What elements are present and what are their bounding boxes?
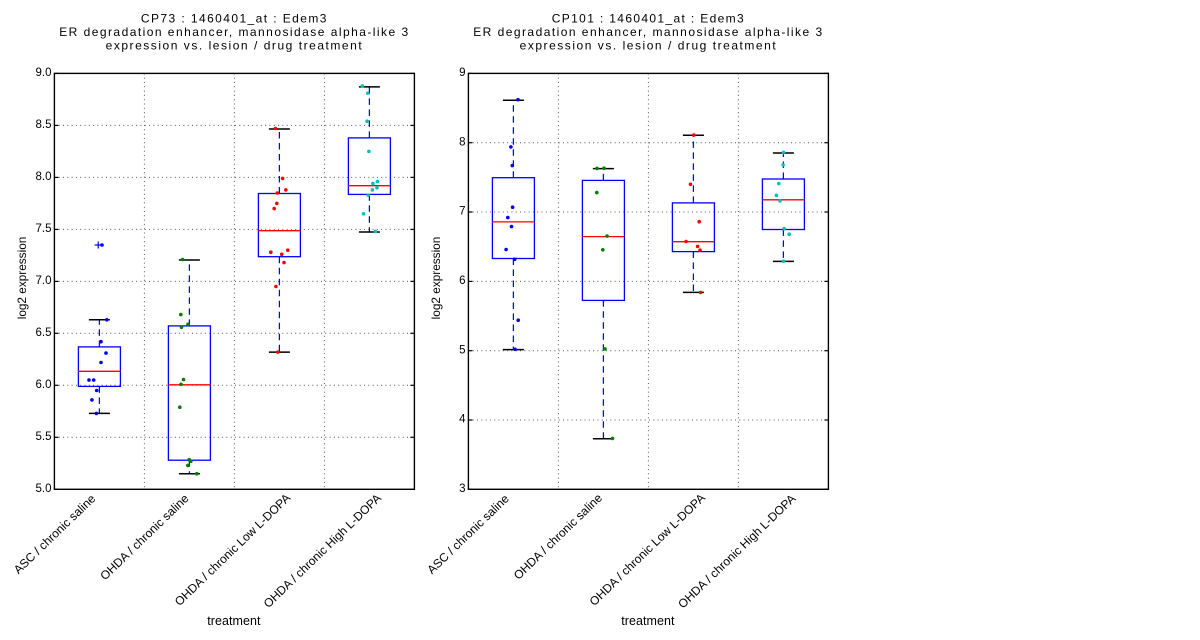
svg-text:8: 8 [459,136,465,148]
svg-text:ER degradation enhancer, manno: ER degradation enhancer, mannosidase alp… [59,25,409,39]
svg-text:7.5: 7.5 [36,223,52,235]
svg-text:9.0: 9.0 [36,67,52,79]
svg-text:4: 4 [459,414,466,426]
svg-text:treatment: treatment [207,614,261,628]
svg-text:log2 expression: log2 expression [15,237,29,320]
svg-text:expression vs. lesion / drug t: expression vs. lesion / drug treatment [520,39,778,53]
svg-text:7.0: 7.0 [36,275,52,287]
svg-text:3: 3 [459,483,465,495]
svg-text:5: 5 [459,344,465,356]
svg-text:expression vs. lesion / drug t: expression vs. lesion / drug treatment [106,39,364,53]
svg-text:CP73 : 1460401_at : Edem3: CP73 : 1460401_at : Edem3 [141,11,328,25]
svg-text:5.5: 5.5 [36,431,52,443]
svg-text:7: 7 [459,206,465,218]
svg-text:8.0: 8.0 [36,171,52,183]
svg-text:CP101 : 1460401_at : Edem3: CP101 : 1460401_at : Edem3 [552,11,745,25]
svg-text:6.5: 6.5 [36,327,52,339]
svg-text:treatment: treatment [621,614,675,628]
svg-text:log2 expression: log2 expression [429,237,443,320]
svg-text:5.0: 5.0 [36,483,52,495]
svg-text:ER degradation enhancer, manno: ER degradation enhancer, mannosidase alp… [473,25,823,39]
svg-text:6: 6 [459,275,465,287]
svg-text:9: 9 [459,67,465,79]
svg-text:6.0: 6.0 [36,379,52,391]
svg-text:8.5: 8.5 [36,119,52,131]
